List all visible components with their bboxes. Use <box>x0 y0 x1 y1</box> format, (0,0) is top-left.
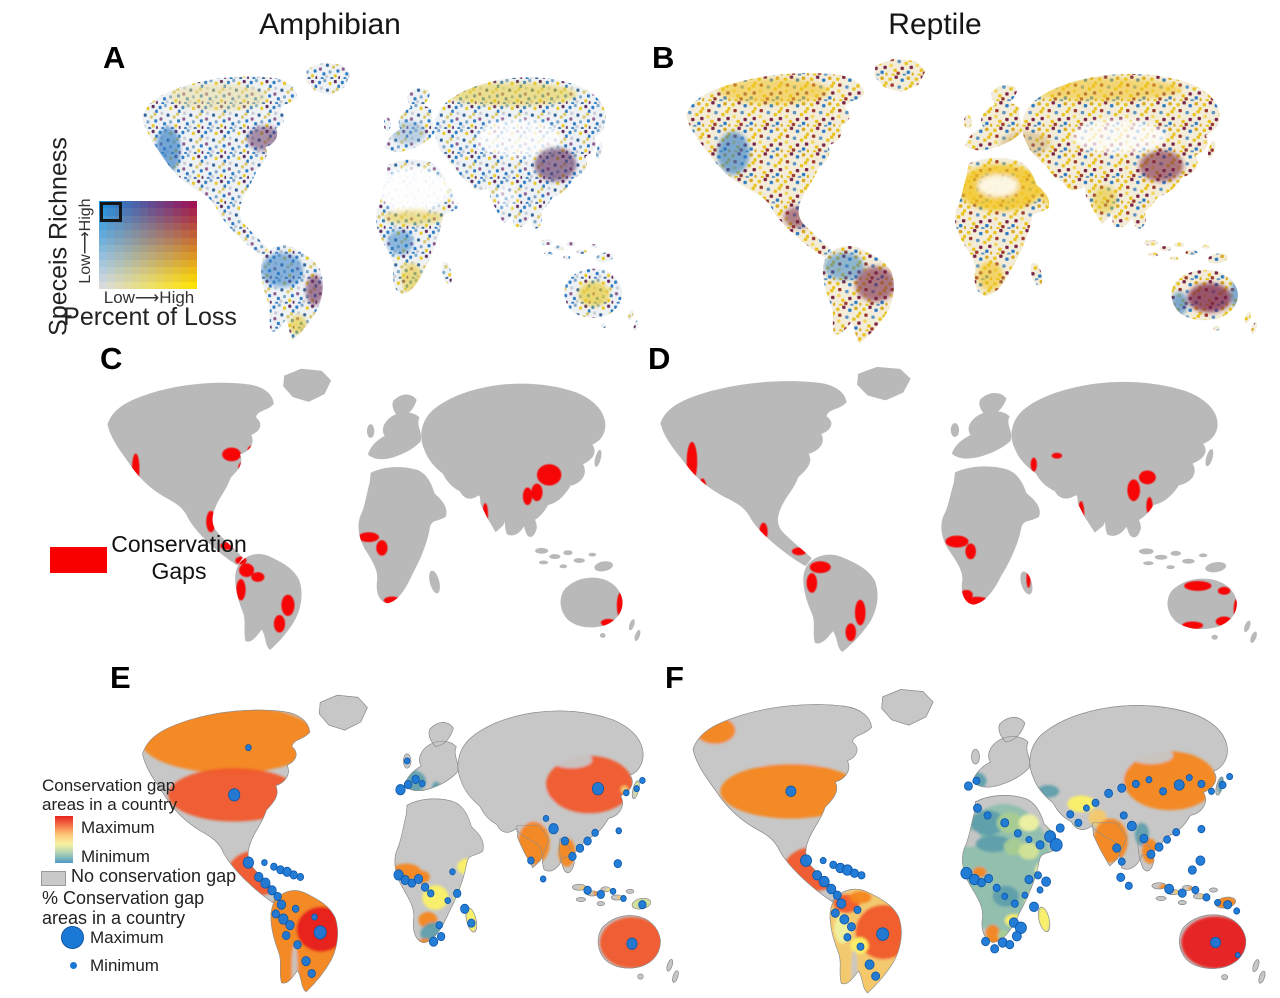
bivariate-y-scale-low-high: Low⟶High <box>77 198 94 284</box>
country-gap-legend-title-line2: areas in a country <box>42 795 178 814</box>
conservation-gaps-label: Conservation Gaps <box>102 531 256 585</box>
map-panel-a-amphibian-richness-loss <box>135 54 643 342</box>
column-title-reptile: Reptile <box>888 8 982 41</box>
map-panel-c-amphibian-gaps <box>100 360 645 652</box>
percent-gap-min-bubble-icon <box>70 962 77 969</box>
map-panel-b-reptile-richness-loss <box>678 50 1262 345</box>
country-gap-gradient-bar <box>55 816 73 863</box>
bivariate-color-matrix <box>99 201 197 289</box>
country-gap-max-label: Maximum <box>81 818 155 837</box>
bivariate-x-scale-low-high: Low⟶High <box>103 288 195 307</box>
panel-label-e: E <box>110 660 131 695</box>
conservation-gaps-label-line1: Conservation <box>111 531 247 557</box>
column-title-amphibian: Amphibian <box>259 8 401 41</box>
map-panel-f-reptile-country-gaps <box>685 680 1270 995</box>
panel-label-c: C <box>100 341 123 376</box>
panel-label-b: B <box>652 40 675 75</box>
bivariate-highlight-cell <box>100 202 122 222</box>
conservation-gaps-label-line2: Gaps <box>151 558 207 584</box>
percent-gap-max-label: Maximum <box>90 928 164 947</box>
bivariate-x-axis-label: Percent of Loss <box>63 303 237 331</box>
no-conservation-gap-swatch <box>41 871 66 886</box>
country-gap-min-label: Minimum <box>81 847 150 866</box>
percent-gap-legend-title-line1: % Conservation gap <box>42 888 205 908</box>
panel-label-d: D <box>648 341 671 376</box>
panel-label-a: A <box>103 40 126 75</box>
no-conservation-gap-label: No conservation gap <box>71 866 237 886</box>
map-panel-d-reptile-gaps <box>652 358 1262 654</box>
percent-gap-min-label: Minimum <box>90 956 159 975</box>
percent-gap-legend-title-line2: areas in a country <box>42 908 186 928</box>
conservation-gaps-swatch <box>50 547 107 573</box>
panel-label-f: F <box>665 660 684 695</box>
percent-gap-max-bubble-icon <box>61 926 84 949</box>
map-panel-e-amphibian-country-gaps <box>135 686 683 994</box>
country-gap-legend-title-line1: Conservation gap <box>42 776 176 795</box>
